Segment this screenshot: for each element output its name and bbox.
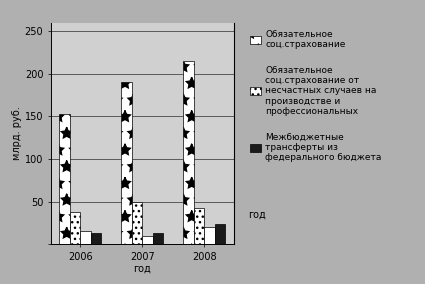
Bar [132,202,142,244]
Legend: Обязательное
соц.страхование, Обязательное
соц.страхование от
несчастных случаев: Обязательное соц.страхование, Обязательн… [247,27,385,165]
X-axis label: год: год [133,263,151,273]
Bar [204,227,215,244]
Text: год: год [248,210,266,220]
Bar [153,233,164,244]
Bar [80,231,91,244]
Bar [60,114,70,244]
Bar [91,233,102,244]
Bar [215,224,225,244]
Bar [121,82,132,244]
Bar [183,61,194,244]
Y-axis label: млрд. руб.: млрд. руб. [12,106,22,160]
Bar [194,208,204,244]
Bar [70,212,80,244]
Bar [142,236,153,244]
